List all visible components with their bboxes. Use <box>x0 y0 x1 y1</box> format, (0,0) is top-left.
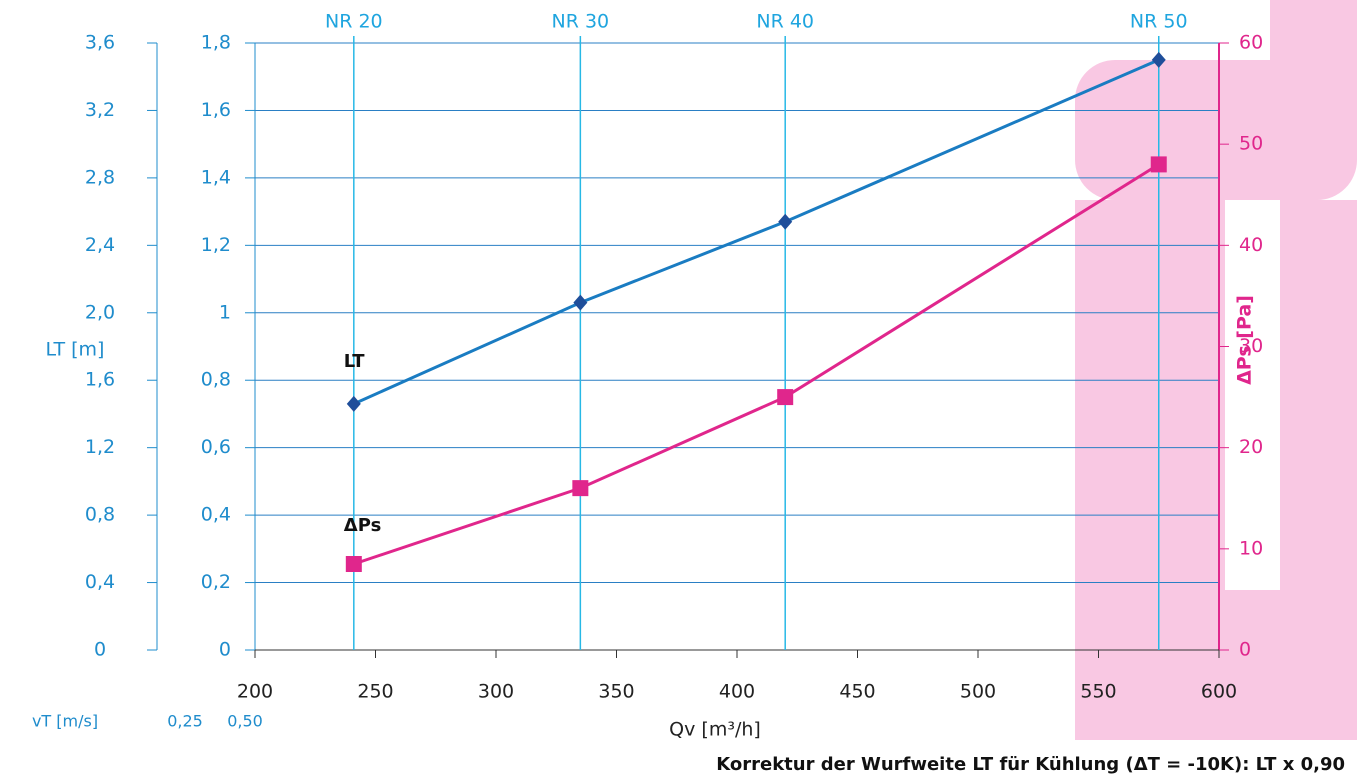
y-tick-label: 1,6 <box>201 99 231 121</box>
marker <box>777 389 794 406</box>
lt-tick-label: 0 <box>94 639 106 661</box>
lt-tick-label: 3,2 <box>85 99 115 121</box>
watermark-shape <box>1075 200 1225 630</box>
marker <box>346 395 361 412</box>
y-tick-label: 0,6 <box>201 436 231 458</box>
lt-tick-label: 1,2 <box>85 436 115 458</box>
lt-tick-label: 2,8 <box>85 166 115 188</box>
x-tick-label: 250 <box>357 681 393 703</box>
watermark-shape <box>1075 590 1357 740</box>
y-tick-label: 0,4 <box>201 504 231 526</box>
x-tick-label: 300 <box>478 681 514 703</box>
marker <box>1150 156 1167 173</box>
series-line <box>353 163 1160 566</box>
y2-tick-label: 40 <box>1239 234 1263 256</box>
series-line <box>353 58 1160 406</box>
y-tick-label: 1,4 <box>201 166 231 188</box>
y-tick-label: 0,2 <box>201 571 231 593</box>
lt-tick-label: 2,4 <box>85 234 115 256</box>
marker <box>345 556 362 573</box>
y2-tick-label: 10 <box>1239 537 1263 559</box>
nr-label: NR 20 <box>325 11 383 33</box>
marker <box>1151 51 1166 68</box>
watermark <box>1075 0 1357 740</box>
x-tick-label: 200 <box>237 681 273 703</box>
y-tick-label: 1 <box>219 301 231 323</box>
y2-tick-label: 60 <box>1239 32 1263 54</box>
lt-tick-label: 3,6 <box>85 32 115 54</box>
marker <box>572 480 589 497</box>
lt-tick-label: 2,0 <box>85 301 115 323</box>
velocity-label: vT [m/s] <box>32 712 98 731</box>
nr-label: NR 30 <box>552 11 610 33</box>
velocity-value: 0,50 <box>227 712 263 731</box>
x-tick-label: 600 <box>1201 681 1237 703</box>
x-tick-label: 400 <box>719 681 755 703</box>
y2-tick-label: 20 <box>1239 436 1263 458</box>
y-tick-label: 0 <box>219 639 231 661</box>
marker <box>573 294 588 311</box>
y2-tick-label: 30 <box>1239 335 1263 357</box>
series-label: LT <box>344 351 365 372</box>
y-tick-label: 1,8 <box>201 32 231 54</box>
x-tick-label: 450 <box>839 681 875 703</box>
footnote: Korrektur der Wurfweite LT für Kühlung (… <box>716 754 1345 775</box>
x-tick-label: 550 <box>1080 681 1116 703</box>
lt-tick-label: 0,8 <box>85 504 115 526</box>
watermark-shape <box>1075 60 1357 200</box>
velocity-value: 0,25 <box>167 712 203 731</box>
y2-tick-label: 0 <box>1239 639 1251 661</box>
lt-axis-label: LT [m] <box>46 339 105 361</box>
marker <box>778 213 793 230</box>
x-tick-label: 500 <box>960 681 996 703</box>
lt-tick-label: 0,4 <box>85 571 115 593</box>
y2-tick-label: 50 <box>1239 133 1263 155</box>
series-label: ΔPs <box>344 515 382 536</box>
y2-axis-label: ΔPs [Pa] <box>1234 295 1256 385</box>
x-axis-label: Qv [m³/h] <box>669 719 761 741</box>
lt-tick-label: 1,6 <box>85 369 115 391</box>
nr-label: NR 50 <box>1130 11 1188 33</box>
watermark-shape <box>1280 200 1357 600</box>
x-tick-label: 350 <box>598 681 634 703</box>
y-tick-label: 1,2 <box>201 234 231 256</box>
nr-label: NR 40 <box>756 11 814 33</box>
y-tick-label: 0,8 <box>201 369 231 391</box>
